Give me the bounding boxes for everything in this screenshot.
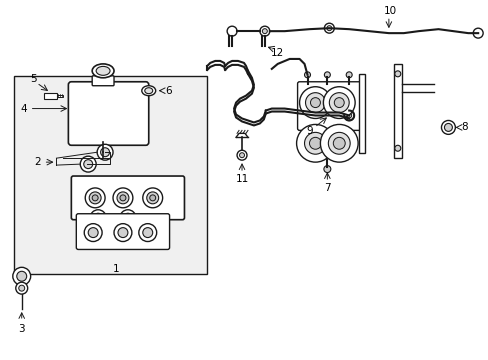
- Circle shape: [441, 121, 454, 134]
- Ellipse shape: [96, 66, 110, 75]
- Bar: [393, 64, 401, 158]
- Text: 2: 2: [34, 157, 41, 167]
- Text: 8: 8: [460, 122, 467, 132]
- Circle shape: [142, 188, 163, 208]
- Circle shape: [444, 123, 451, 131]
- Circle shape: [94, 213, 102, 222]
- FancyBboxPatch shape: [71, 176, 184, 220]
- FancyBboxPatch shape: [92, 76, 114, 86]
- FancyBboxPatch shape: [297, 82, 360, 130]
- Circle shape: [323, 87, 354, 118]
- Text: 7: 7: [324, 183, 330, 193]
- Circle shape: [237, 150, 246, 160]
- Circle shape: [113, 188, 133, 208]
- FancyBboxPatch shape: [76, 214, 169, 249]
- Circle shape: [114, 224, 132, 242]
- Circle shape: [305, 93, 325, 113]
- Bar: [358, 74, 365, 153]
- FancyBboxPatch shape: [68, 82, 148, 145]
- Circle shape: [320, 125, 357, 162]
- Circle shape: [304, 132, 325, 154]
- Circle shape: [323, 166, 330, 172]
- Circle shape: [304, 72, 310, 78]
- Circle shape: [326, 26, 331, 31]
- Circle shape: [299, 87, 331, 118]
- Text: 4: 4: [20, 104, 27, 113]
- Ellipse shape: [142, 86, 155, 96]
- Circle shape: [327, 132, 349, 154]
- Circle shape: [394, 145, 400, 151]
- Circle shape: [472, 28, 482, 38]
- Circle shape: [146, 192, 158, 204]
- Circle shape: [239, 153, 244, 158]
- Circle shape: [324, 23, 334, 33]
- Circle shape: [80, 156, 96, 172]
- Circle shape: [89, 192, 101, 204]
- Circle shape: [226, 26, 237, 36]
- Circle shape: [84, 224, 102, 242]
- Circle shape: [13, 267, 31, 285]
- Circle shape: [101, 148, 109, 157]
- Circle shape: [117, 192, 129, 204]
- Circle shape: [262, 29, 267, 33]
- Circle shape: [346, 113, 351, 118]
- Bar: [14, 76, 207, 274]
- Circle shape: [17, 271, 27, 281]
- Circle shape: [328, 93, 348, 113]
- Circle shape: [259, 26, 269, 36]
- Circle shape: [92, 195, 98, 201]
- Circle shape: [346, 72, 351, 78]
- Text: 1: 1: [112, 264, 119, 274]
- Circle shape: [16, 282, 28, 294]
- Text: 10: 10: [384, 6, 397, 16]
- Text: 12: 12: [270, 48, 284, 58]
- Circle shape: [88, 228, 98, 238]
- Ellipse shape: [144, 88, 152, 94]
- Circle shape: [344, 111, 353, 121]
- Circle shape: [90, 210, 106, 226]
- Circle shape: [120, 210, 136, 226]
- Circle shape: [142, 228, 152, 238]
- Circle shape: [85, 188, 105, 208]
- Text: 3: 3: [19, 324, 25, 334]
- Bar: [43, 93, 57, 99]
- Text: 6: 6: [165, 86, 172, 96]
- Circle shape: [120, 195, 126, 201]
- Text: 5: 5: [30, 74, 37, 84]
- Ellipse shape: [92, 64, 114, 78]
- Circle shape: [139, 224, 156, 242]
- Circle shape: [296, 125, 334, 162]
- Text: 11: 11: [235, 174, 248, 184]
- Circle shape: [324, 72, 330, 78]
- Circle shape: [83, 159, 93, 168]
- Circle shape: [334, 98, 344, 108]
- Circle shape: [118, 228, 128, 238]
- Circle shape: [333, 137, 345, 149]
- Circle shape: [149, 195, 155, 201]
- Bar: [57, 95, 63, 96]
- Text: 9: 9: [305, 126, 312, 136]
- Circle shape: [97, 144, 113, 160]
- Circle shape: [19, 285, 25, 291]
- Circle shape: [123, 213, 132, 222]
- Circle shape: [310, 98, 320, 108]
- Circle shape: [394, 71, 400, 77]
- Circle shape: [309, 137, 321, 149]
